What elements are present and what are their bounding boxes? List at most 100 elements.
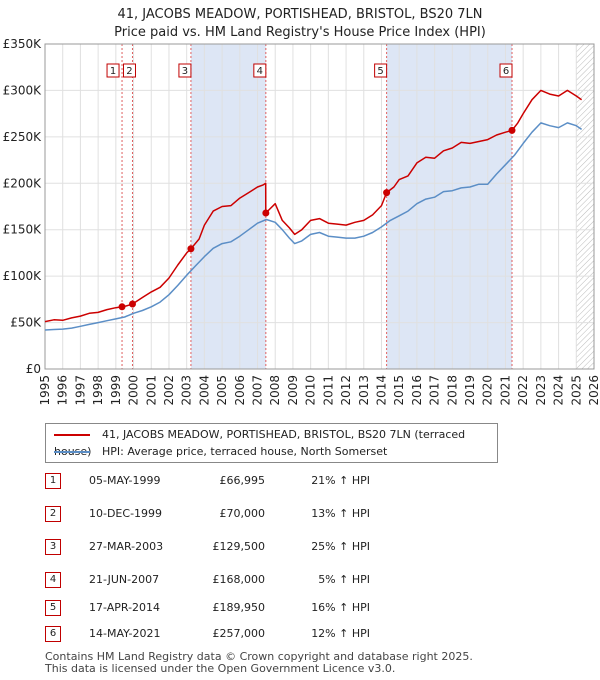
x-tick-label: 2008 (268, 375, 282, 406)
forecast-hatch (576, 44, 594, 369)
x-tick-label: 2015 (392, 375, 406, 406)
x-tick-label: 2002 (162, 375, 176, 406)
sale-price: £168,000 (212, 573, 266, 586)
x-tick-label: 1996 (56, 375, 70, 406)
sale-point (262, 209, 270, 217)
footer-attribution: Contains HM Land Registry data © Crown c… (45, 651, 473, 675)
sale-date: 27-MAR-2003 (89, 540, 164, 553)
table-row: 1 05-MAY-1999 £66,995 21% ↑ HPI (45, 472, 465, 490)
sale-price: £66,995 (219, 474, 266, 487)
sale-point (383, 189, 391, 197)
x-tick-label: 2014 (374, 375, 388, 406)
sale-point (187, 245, 195, 253)
sale-label-text: 6 (503, 66, 509, 77)
y-tick-label: £50K (10, 316, 42, 330)
sale-price: £257,000 (212, 627, 266, 640)
x-tick-label: 1997 (73, 375, 87, 406)
table-row: 4 21-JUN-2007 £168,000 5% ↑ HPI (45, 571, 465, 589)
y-tick-label: £100K (3, 269, 43, 283)
x-tick-label: 2017 (428, 375, 442, 406)
table-row: 6 14-MAY-2021 £257,000 12% ↑ HPI (45, 625, 465, 643)
legend-label-property: 41, JACOBS MEADOW, PORTISHEAD, BRISTOL, … (54, 428, 466, 458)
sale-price: £70,000 (219, 507, 266, 520)
series-line-hpi (44, 122, 583, 331)
x-tick-label: 2026 (587, 375, 600, 406)
sale-date: 17-APR-2014 (89, 601, 161, 614)
x-tick-label: 2000 (127, 375, 141, 406)
sale-price: £189,950 (212, 601, 266, 614)
sale-hpi-change: 13% ↑ HPI (311, 507, 370, 520)
sale-hpi-change: 25% ↑ HPI (311, 540, 370, 553)
x-tick-label: 2011 (321, 375, 335, 406)
sale-date: 21-JUN-2007 (89, 573, 160, 586)
x-tick-label: 2013 (357, 375, 371, 406)
sale-label-text: 3 (182, 66, 188, 77)
sale-point (128, 300, 136, 308)
x-tick-label: 2019 (463, 375, 477, 406)
sale-hpi-change: 12% ↑ HPI (311, 627, 370, 640)
chart-legend: 41, JACOBS MEADOW, PORTISHEAD, BRISTOL, … (45, 423, 498, 463)
table-row: 2 10-DEC-1999 £70,000 13% ↑ HPI (45, 505, 465, 523)
table-row: 3 27-MAR-2003 £129,500 25% ↑ HPI (45, 538, 465, 556)
sale-label-box (122, 63, 136, 78)
sale-date: 10-DEC-1999 (89, 507, 163, 520)
x-tick-label: 2006 (233, 375, 247, 406)
legend-label-hpi: HPI: Average price, terraced house, Nort… (102, 445, 388, 458)
sale-number-badge: 4 (45, 572, 61, 588)
sale-hpi-change: 21% ↑ HPI (311, 474, 370, 487)
x-tick-label: 2016 (410, 375, 424, 406)
legend-item-property: 41, JACOBS MEADOW, PORTISHEAD, BRISTOL, … (54, 426, 497, 458)
table-row: 5 17-APR-2014 £189,950 16% ↑ HPI (45, 599, 465, 617)
shaded-period (386, 44, 513, 369)
sale-label-box (374, 63, 388, 78)
x-tick-label: 2009 (286, 375, 300, 406)
sale-date: 14-MAY-2021 (89, 627, 161, 640)
sale-number-badge: 1 (45, 473, 61, 489)
y-tick-label: £0 (26, 362, 41, 376)
x-tick-label: 2001 (144, 375, 158, 406)
y-tick-label: £200K (3, 176, 43, 190)
x-tick-label: 2005 (215, 375, 229, 406)
series-line-property (44, 89, 583, 323)
sale-label-box (499, 63, 513, 78)
x-tick-label: 2023 (534, 375, 548, 406)
x-tick-label: 1998 (91, 375, 105, 406)
x-tick-label: 2007 (251, 375, 265, 406)
x-tick-label: 2020 (481, 375, 495, 406)
x-tick-label: 2025 (569, 375, 583, 406)
sale-number-badge: 2 (45, 506, 61, 522)
sale-hpi-change: 16% ↑ HPI (311, 601, 370, 614)
sale-label-text: 5 (377, 66, 383, 77)
sale-number-badge: 3 (45, 539, 61, 555)
plot-frame (44, 43, 595, 370)
x-tick-label: 2021 (498, 375, 512, 406)
footer-line: Contains HM Land Registry data © Crown c… (45, 650, 473, 663)
x-tick-label: 2010 (304, 375, 318, 406)
sale-price: £129,500 (212, 540, 266, 553)
sale-label-box (178, 63, 192, 78)
price-chart: 1 2 3 4 5 6 £0 £50K £100K £150K £200K £250K £300K £35… (3, 37, 600, 406)
sale-point (118, 303, 126, 311)
y-tick-label: £150K (3, 223, 43, 237)
x-tick-label: 2012 (339, 375, 353, 406)
chart-title-block: 41, JACOBS MEADOW, PORTISHEAD, BRISTOL, … (0, 6, 600, 42)
y-tick-label: £300K (3, 83, 43, 97)
y-tick-label: £350K (3, 37, 43, 51)
sale-date: 05-MAY-1999 (89, 474, 161, 487)
legend-item-hpi: HPI: Average price, terraced house, Nort… (54, 443, 387, 460)
x-tick-label: 2003 (180, 375, 194, 406)
sale-label-text: 2 (126, 66, 132, 77)
chart-subtitle: Price paid vs. HM Land Registry's House … (114, 25, 486, 40)
footer-line: This data is licensed under the Open Gov… (45, 662, 396, 675)
sale-label-text: 4 (257, 66, 263, 77)
sale-label-box (106, 63, 120, 78)
x-tick-label: 1999 (109, 375, 123, 406)
sale-number-badge: 6 (45, 626, 61, 642)
x-tick-label: 1995 (38, 375, 52, 406)
x-tick-label: 2018 (445, 375, 459, 406)
chart-title: 41, JACOBS MEADOW, PORTISHEAD, BRISTOL, … (117, 7, 483, 22)
y-tick-label: £250K (3, 130, 43, 144)
x-tick-label: 2024 (552, 375, 566, 406)
sale-point (508, 126, 516, 134)
sale-label-text: 1 (110, 66, 116, 77)
